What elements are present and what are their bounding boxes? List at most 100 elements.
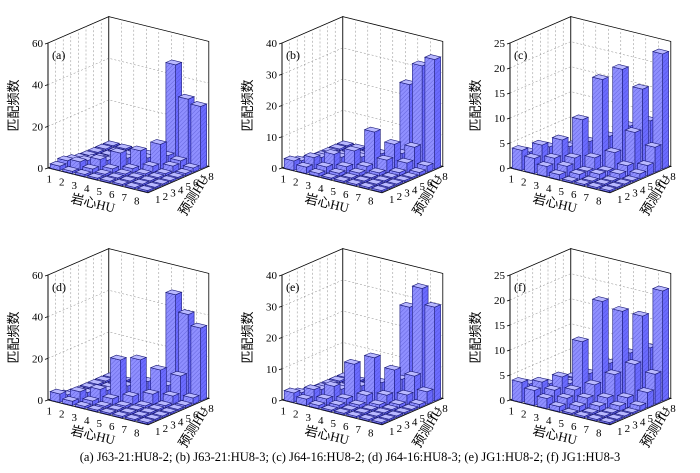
bar-side-hatch: [364, 178, 370, 183]
bar-front-hatch: [574, 414, 585, 418]
z-tick-mark: [506, 67, 511, 70]
bar-7-1: [586, 182, 604, 190]
y-tick-label: 2: [163, 423, 169, 435]
bar-8-1: [598, 417, 617, 425]
z-tick-label: 25: [494, 38, 506, 50]
bar-front-hatch: [412, 63, 423, 166]
bar-top-face: [159, 407, 178, 414]
bar-6-1: [111, 411, 130, 419]
bar-front-hatch: [537, 164, 547, 177]
bar-top-face: [403, 141, 422, 148]
bar-5-5: [129, 354, 148, 403]
x-tick-label: 3: [534, 180, 540, 192]
y-tick-label: 4: [412, 416, 418, 428]
bar-top-face: [611, 306, 630, 312]
x-tick-label: 2: [521, 177, 527, 189]
bar-top-face: [611, 64, 630, 70]
bar-front-hatch: [587, 185, 597, 189]
z-tick-label: 0: [272, 395, 278, 407]
bar-top-face: [131, 410, 150, 417]
x-tick-label: 3: [72, 180, 78, 192]
bar-top-face: [598, 417, 617, 423]
x-tick-label: 8: [596, 427, 602, 439]
bar-front-hatch: [599, 188, 610, 193]
bar-4-1: [548, 169, 567, 181]
bar-3-1: [308, 400, 326, 410]
bar-side-hatch: [177, 406, 184, 411]
y-tick-label: 6: [655, 178, 661, 190]
bar-front-hatch: [165, 292, 176, 395]
bar-front-hatch: [574, 182, 585, 186]
bar-top-face: [561, 175, 579, 182]
bar-side-hatch: [105, 403, 111, 409]
bar-top-face: [383, 139, 402, 145]
bar-top-face: [333, 175, 351, 182]
bar-side-hatch: [396, 181, 403, 186]
bar-top-face: [596, 165, 615, 172]
bar-8-6: [408, 167, 427, 177]
bar-front-hatch: [87, 175, 98, 180]
z-tick-mark: [44, 316, 49, 319]
bar-top-face: [335, 393, 354, 400]
bar-top-face: [365, 178, 384, 185]
bar-top-face: [629, 168, 647, 175]
bar-side-hatch: [173, 393, 179, 405]
x-tick-label: 7: [584, 192, 590, 204]
bar-side-hatch: [374, 355, 381, 402]
bar-front-hatch: [125, 417, 135, 421]
bar-side-hatch: [98, 149, 104, 154]
bar-top-face: [523, 385, 542, 391]
z-tick-label: 20: [494, 63, 506, 75]
x-tick-label: 8: [368, 427, 374, 439]
bar-8-3: [613, 410, 632, 418]
z-tick-mark: [278, 136, 283, 139]
bar-top-face: [356, 161, 374, 167]
bar-top-face: [363, 352, 382, 359]
bar-top-face: [320, 172, 339, 179]
bar-6-1: [345, 179, 364, 187]
x-tick-label: 3: [534, 412, 540, 424]
bar-top-face: [358, 182, 376, 188]
z-tick-label: 10: [494, 345, 506, 357]
bar-front-hatch: [346, 414, 357, 418]
bar-side-hatch: [399, 402, 406, 408]
bar-top-face: [122, 163, 140, 170]
bar-top-face: [134, 168, 153, 175]
bar-top-face: [102, 140, 121, 147]
bar-side-hatch: [399, 170, 406, 176]
bar-top-face: [131, 178, 150, 185]
bar-side-hatch: [152, 391, 159, 405]
y-tick-label: 2: [625, 423, 631, 435]
bar-side-hatch: [612, 178, 619, 183]
bar-front-hatch: [190, 104, 201, 169]
bar-side-hatch: [113, 143, 120, 148]
x-tick-label: 1: [47, 406, 53, 418]
z-tick-mark: [44, 357, 49, 360]
x-tick-label: 7: [356, 192, 362, 204]
bar-top-face: [182, 392, 200, 399]
x-tick-label: 1: [509, 174, 515, 186]
bar-side-hatch: [662, 288, 669, 401]
bar-side-hatch: [662, 51, 669, 169]
bar-side-hatch: [122, 413, 129, 418]
bar-top-face: [94, 143, 113, 150]
bar-front-hatch: [309, 171, 319, 177]
bar-top-face: [408, 399, 427, 405]
bar-top-face: [149, 364, 168, 371]
bar-top-face: [149, 139, 168, 145]
bar-front-hatch: [512, 380, 522, 403]
x-tick-label: 4: [84, 415, 90, 427]
bar-top-face: [119, 175, 137, 182]
bar-top-face: [328, 167, 346, 174]
bar-top-face: [345, 179, 364, 185]
bar-front-hatch: [371, 420, 382, 425]
bar-top-face: [167, 404, 185, 410]
bar-front-hatch: [349, 170, 360, 177]
bar-top-face: [164, 289, 183, 296]
x-tick-label: 3: [72, 412, 78, 424]
bar-side-hatch: [351, 407, 358, 412]
bar-top-face: [376, 389, 394, 396]
bar-side-hatch: [125, 403, 132, 409]
